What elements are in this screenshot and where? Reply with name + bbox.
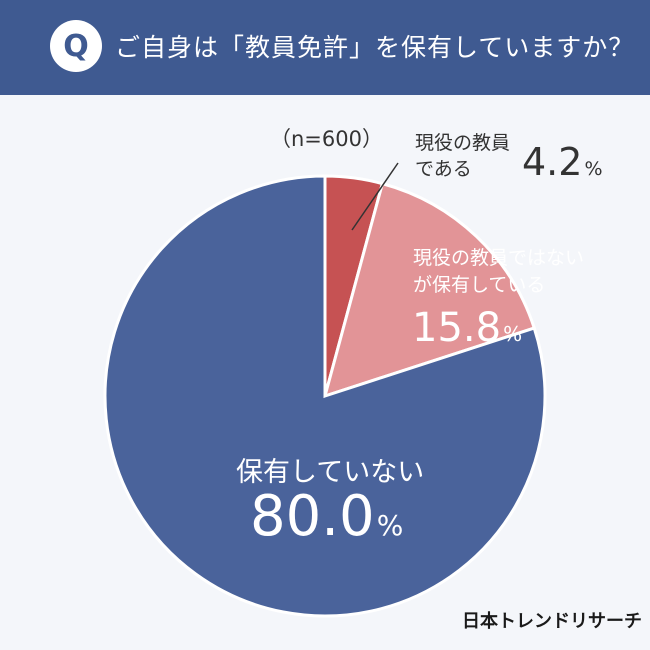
- question-badge: Q: [50, 20, 102, 72]
- active-teacher-percent: 4.2%: [522, 140, 603, 184]
- has-license-unit: %: [503, 322, 523, 346]
- pie-slice-no-license: [103, 174, 547, 618]
- no-license-unit: %: [376, 509, 404, 542]
- no-license-label: 保有していない: [236, 457, 425, 488]
- header-bar: Q ご自身は「教員免許」を保有していますか？: [0, 0, 650, 95]
- no-license-value: 80.0: [250, 484, 375, 549]
- question-title: ご自身は「教員免許」を保有していますか？: [115, 33, 635, 62]
- has-license-label-line2: が保有している: [413, 274, 546, 296]
- active-teacher-label-line1: 現役の教員: [415, 132, 511, 154]
- pie-slice-has-license: [322, 181, 537, 399]
- has-license-label-line1: 現役の教員ではない: [413, 247, 585, 269]
- sample-size-label: （n=600）: [270, 127, 383, 151]
- has-license-label: 現役の教員ではない が保有している: [413, 245, 584, 299]
- active-teacher-value: 4.2: [522, 140, 583, 184]
- active-teacher-label-line2: である: [415, 158, 472, 180]
- has-license-value: 15.8: [412, 305, 502, 351]
- has-license-percent: 15.8%: [412, 305, 522, 351]
- brand-logo-text: 日本トレンドリサーチ: [462, 611, 642, 632]
- no-license-percent: 80.0%: [250, 484, 403, 549]
- active-teacher-unit: %: [584, 158, 603, 180]
- active-teacher-label: 現役の教員 である: [415, 130, 510, 182]
- leader-line: [351, 162, 399, 231]
